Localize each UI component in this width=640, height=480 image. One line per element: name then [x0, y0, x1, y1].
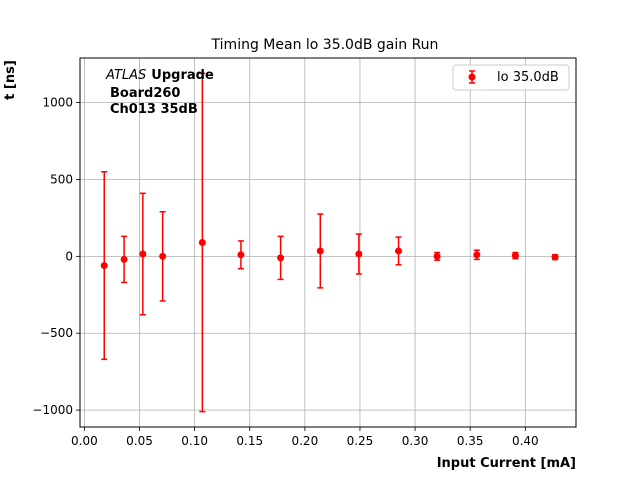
data-point	[316, 247, 324, 255]
legend-box	[452, 64, 570, 91]
axes-frame	[79, 57, 577, 428]
chart-title: Timing Mean lo 35.0dB gain Run	[211, 37, 439, 53]
y-tick-label: −500	[40, 326, 73, 340]
error-bars	[101, 72, 559, 413]
x-tick-label: 0.15	[236, 434, 263, 448]
legend: lo 35.0dB	[452, 64, 570, 91]
data-point	[277, 254, 285, 262]
data-point	[237, 251, 245, 259]
data-point	[433, 252, 441, 260]
y-tick-label: −1000	[32, 403, 73, 417]
annotation-atlas: ATLAS	[105, 68, 146, 83]
x-tick-label: 0.00	[71, 434, 98, 448]
data-point	[100, 262, 108, 270]
data-point	[551, 253, 559, 261]
x-tick-label: 0.30	[402, 434, 429, 448]
data-point	[139, 250, 147, 258]
data-point	[198, 239, 206, 246]
data-points	[100, 239, 559, 270]
x-tick-label: 0.20	[291, 434, 318, 448]
legend-label: lo 35.0dB	[497, 70, 559, 85]
data-point	[511, 252, 519, 260]
x-tick-label: 0.05	[126, 434, 153, 448]
legend-marker	[468, 73, 476, 81]
annotation-upgrade: Upgrade	[151, 68, 214, 83]
annotation-line-2: Board260	[110, 86, 180, 101]
data-point	[395, 247, 403, 255]
x-tick-label: 0.25	[347, 434, 374, 448]
y-ticks: −1000 −500 0 500 1000	[32, 96, 80, 417]
y-tick-label: 1000	[42, 96, 73, 110]
annotation-line-3: Ch013 35dB	[110, 102, 198, 117]
x-axis-label: Input Current [mA]	[437, 456, 576, 471]
x-ticks: 0.00 0.05 0.10 0.15 0.20 0.25 0.30 0.35 0.40	[71, 427, 539, 448]
y-tick-label: 0	[65, 249, 73, 263]
data-point	[473, 251, 481, 259]
annotation-line-1: ATLAS Upgrade	[105, 68, 214, 83]
data-point	[159, 252, 167, 260]
atlas-annotation: ATLAS Upgrade Board260 Ch013 35dB	[105, 68, 214, 117]
x-tick-label: 0.35	[457, 434, 484, 448]
data-point	[355, 250, 363, 258]
x-tick-label: 0.10	[181, 434, 208, 448]
x-tick-label: 0.40	[512, 434, 539, 448]
y-tick-label: 500	[50, 172, 73, 186]
y-axis-label: t [ns]	[3, 60, 18, 100]
data-point	[120, 255, 128, 263]
